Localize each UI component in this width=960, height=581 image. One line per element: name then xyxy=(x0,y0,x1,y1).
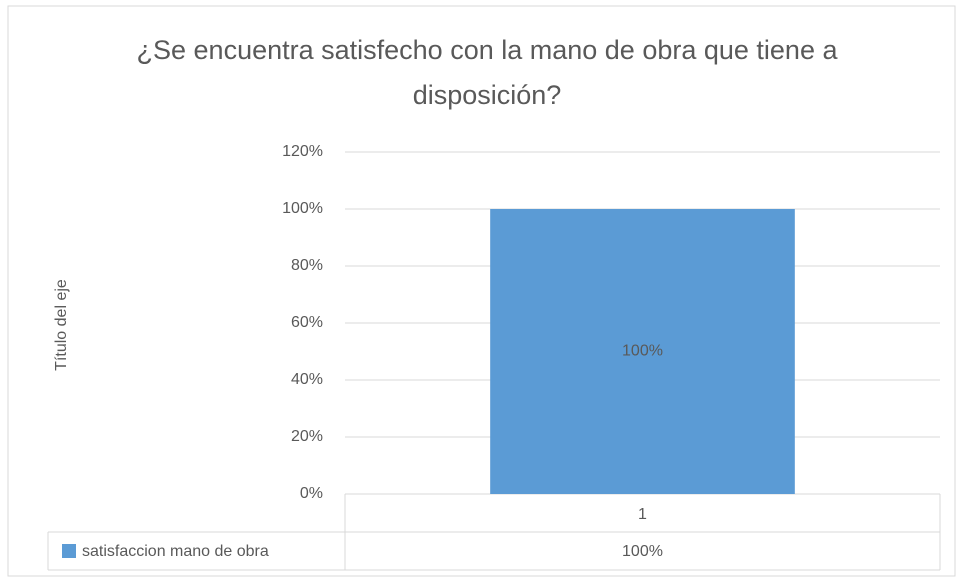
x-tick-label: 1 xyxy=(638,506,647,523)
legend-label: satisfaccion mano de obra xyxy=(82,543,269,560)
chart-border xyxy=(7,5,956,577)
y-axis-title: Título del eje xyxy=(53,279,70,371)
data-label: 100% xyxy=(622,343,663,360)
legend-swatch xyxy=(62,544,76,558)
y-tick-label: 80% xyxy=(291,257,323,274)
y-tick-label: 100% xyxy=(282,200,323,217)
y-tick-label: 120% xyxy=(282,143,323,160)
table-value: 100% xyxy=(622,543,663,560)
bar xyxy=(490,209,795,494)
y-tick-label: 0% xyxy=(300,485,323,502)
y-tick-label: 60% xyxy=(291,314,323,331)
y-tick-label: 40% xyxy=(291,371,323,388)
y-tick-label: 20% xyxy=(291,428,323,445)
chart-title: ¿Se encuentra satisfecho con la mano de … xyxy=(136,35,838,110)
